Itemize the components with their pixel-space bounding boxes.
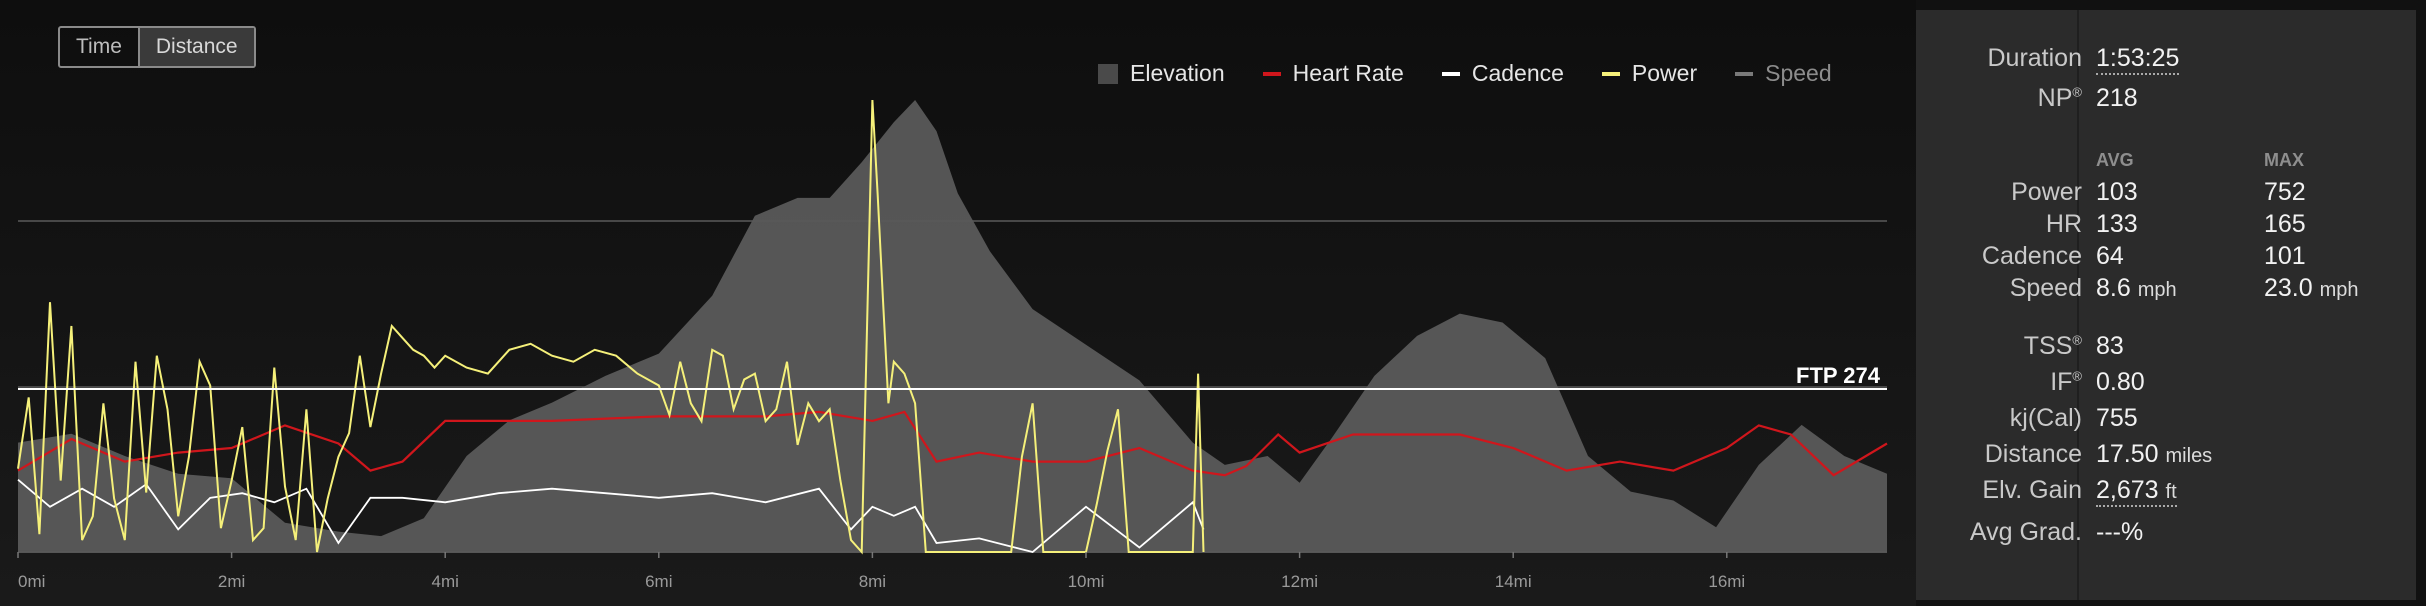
ftp-label: FTP 274 <box>1796 363 1881 388</box>
duration-value[interactable]: 1:53:25 <box>2096 44 2180 75</box>
np-reg-mark: ® <box>2072 84 2082 100</box>
x-tick-label: 10mi <box>1068 572 1105 591</box>
stat-if: IF® 0.80 <box>1916 368 2416 400</box>
speed-avg-wrap: 8.6 mph <box>2096 274 2177 303</box>
view-toggle: Time Distance <box>58 26 256 68</box>
power-label: Power <box>2011 178 2082 206</box>
speed-label: Speed <box>2009 274 2082 302</box>
if-label: IF <box>2050 368 2073 396</box>
stat-cadence: Cadence 64 101 <box>1916 242 2416 274</box>
heart-rate-line <box>17 410 1888 477</box>
stat-tss: TSS® 83 <box>1916 332 2416 364</box>
power-swatch <box>1601 71 1620 76</box>
x-tick-label: 6mi <box>645 572 672 591</box>
np-label: NP <box>2037 84 2073 112</box>
distance-label: Distance <box>1984 440 2082 468</box>
stats-panel: Duration 1:53:25 NP® 218 AVG MAX Power 1… <box>1916 10 2416 600</box>
tss-label: TSS <box>2023 332 2073 360</box>
x-tick-label: 12mi <box>1281 572 1318 591</box>
avg-header: AVG <box>2096 150 2134 170</box>
stat-hr: HR 133 165 <box>1916 210 2416 242</box>
distance-toggle-button[interactable]: Distance <box>137 28 254 66</box>
power-max: 752 <box>2264 178 2306 206</box>
stat-kj: kj(Cal) 755 <box>1916 404 2416 436</box>
hr-label: HR <box>2045 210 2082 238</box>
legend-item-speed[interactable]: Speed <box>1735 60 1832 87</box>
x-tick-label: 16mi <box>1708 572 1745 591</box>
max-header: MAX <box>2264 150 2304 170</box>
cadence-swatch <box>1441 71 1460 76</box>
legend-label-speed: Speed <box>1765 60 1832 86</box>
stats-divider <box>2077 10 2079 600</box>
np-label-wrap: NP® <box>2038 84 2082 113</box>
if-label-wrap: IF® <box>2050 368 2082 397</box>
stat-duration: Duration 1:53:25 <box>1916 44 2416 76</box>
elv-label: Elv. Gain <box>1982 476 2082 504</box>
speed-max-unit: mph <box>2319 279 2359 301</box>
speed-avg-unit: mph <box>2137 279 2177 301</box>
stat-speed: Speed 8.6 mph 23.0 mph <box>1916 274 2416 306</box>
power-avg: 103 <box>2096 178 2138 206</box>
hr-avg: 133 <box>2096 210 2138 238</box>
elv-unit: ft <box>2165 481 2177 503</box>
legend-label-elevation: Elevation <box>1130 60 1225 86</box>
elevation-area <box>18 100 1887 552</box>
legend-item-power[interactable]: Power <box>1601 60 1698 87</box>
hr-max: 165 <box>2264 210 2306 238</box>
speed-avg: 8.6 <box>2096 274 2131 302</box>
if-value: 0.80 <box>2096 368 2145 396</box>
distance-value-wrap: 17.50 miles <box>2096 440 2212 469</box>
np-value: 218 <box>2096 84 2138 112</box>
legend-item-cadence[interactable]: Cadence <box>1441 60 1564 87</box>
cadence-avg: 64 <box>2096 242 2124 270</box>
distance-value: 17.50 <box>2096 440 2159 468</box>
grad-value: ---% <box>2096 518 2144 546</box>
power-line <box>17 99 1205 555</box>
heart-rate-swatch <box>1262 71 1281 76</box>
speed-max-wrap: 23.0 mph <box>2264 274 2359 303</box>
speed-swatch <box>1735 71 1754 76</box>
legend-label-power: Power <box>1631 60 1698 86</box>
legend-label-cadence: Cadence <box>1471 60 1564 86</box>
cadence-label: Cadence <box>1981 242 2082 270</box>
cadence-line <box>17 479 1205 553</box>
time-toggle-button[interactable]: Time <box>76 35 122 58</box>
stat-distance: Distance 17.50 miles <box>1916 440 2416 472</box>
tss-label-wrap: TSS® <box>2024 332 2082 361</box>
stat-power: Power 103 752 <box>1916 178 2416 210</box>
x-tick-label: 8mi <box>859 572 886 591</box>
duration-label: Duration <box>1987 44 2083 72</box>
ride-chart[interactable]: FTP 274 0mi 2mi 4mi 6mi 8mi 10mi 12mi 14mi 16mi … <box>0 0 1916 606</box>
elv-value-wrap[interactable]: 2,673 ft <box>2096 476 2177 507</box>
stat-elv-gain: Elv. Gain 2,673 ft <box>1916 476 2416 508</box>
ride-chart-svg: FTP 274 0mi 2mi 4mi 6mi 8mi 10mi 12mi 14mi 16mi <box>17 99 1888 591</box>
stat-np: NP® 218 <box>1916 84 2416 116</box>
kj-label: kj(Cal) <box>2009 404 2082 432</box>
grad-label: Avg Grad. <box>1969 518 2082 546</box>
x-tick-label: 14mi <box>1495 572 1532 591</box>
chart-legend: Elevation Heart Rate Cadence Power Speed <box>1098 60 1832 87</box>
legend-item-heart-rate[interactable]: Heart Rate <box>1262 60 1404 87</box>
elevation-swatch <box>1098 63 1118 84</box>
if-reg-mark: ® <box>2072 368 2082 384</box>
legend-item-elevation[interactable]: Elevation <box>1098 60 1225 87</box>
kj-value: 755 <box>2096 404 2138 432</box>
stat-avg-grad: Avg Grad. ---% <box>1916 518 2416 550</box>
x-tick-label: 2mi <box>218 572 245 591</box>
cadence-max: 101 <box>2264 242 2306 270</box>
x-tick-label: 0mi <box>18 572 45 591</box>
elv-value: 2,673 <box>2096 476 2159 504</box>
legend-label-heart-rate: Heart Rate <box>1292 60 1404 86</box>
tss-value: 83 <box>2096 332 2124 360</box>
tss-reg-mark: ® <box>2072 332 2082 348</box>
speed-max: 23.0 <box>2264 274 2313 302</box>
distance-unit: miles <box>2165 445 2213 467</box>
x-tick-label: 4mi <box>431 572 458 591</box>
